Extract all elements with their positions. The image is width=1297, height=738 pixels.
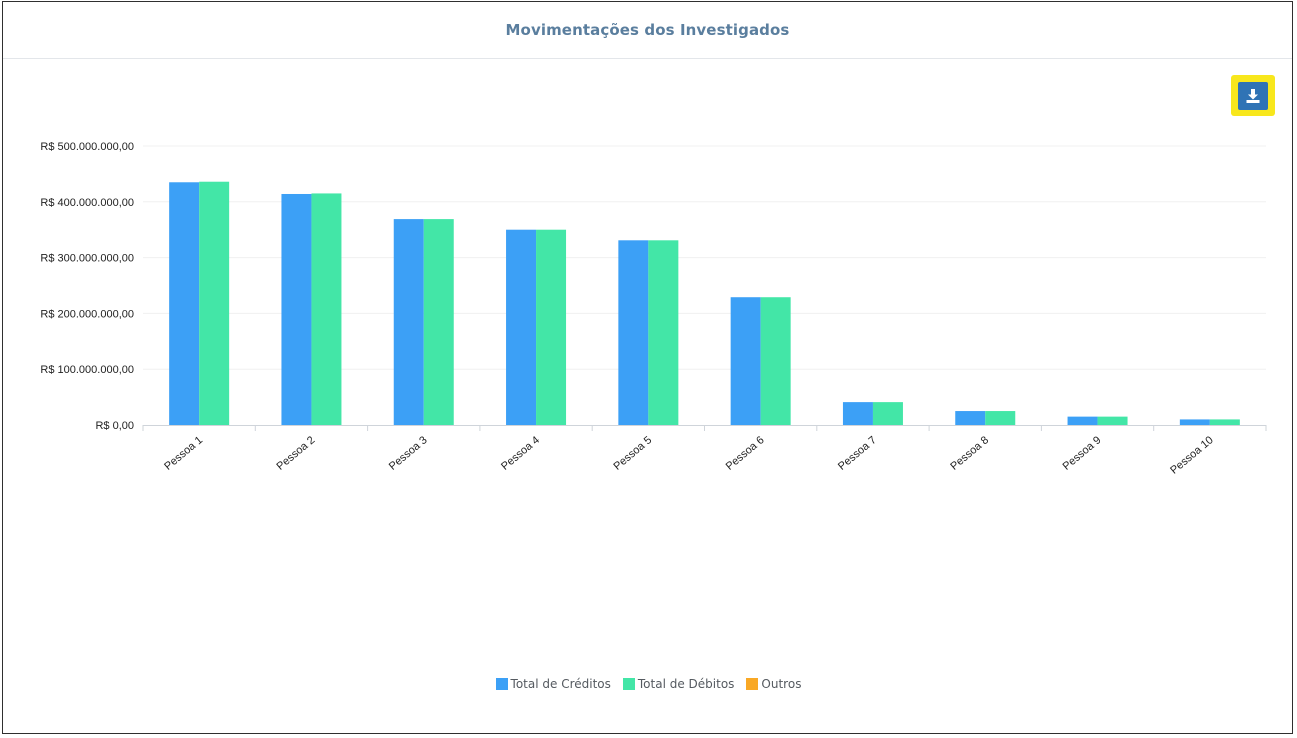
credit-bar[interactable] <box>955 411 986 425</box>
chart-legend: Total de Créditos Total de Débitos Outro… <box>0 677 1297 691</box>
x-tick-label: Pessoa 2 <box>275 434 318 473</box>
legend-item-debitos[interactable]: Total de Débitos <box>622 677 735 691</box>
chart-title: Movimentações dos Investigados <box>505 21 790 39</box>
credit-bar[interactable] <box>1067 416 1098 425</box>
x-tick-label: Pessoa 10 <box>1168 434 1216 477</box>
debit-bar[interactable] <box>536 229 567 425</box>
y-tick-label: R$ 100.000.000,00 <box>40 364 134 376</box>
download-button[interactable] <box>1231 75 1275 116</box>
debit-bar[interactable] <box>648 240 679 425</box>
x-tick-label: Pessoa 3 <box>387 434 430 473</box>
debit-bar[interactable] <box>423 219 454 425</box>
x-tick-label: Pessoa 4 <box>499 434 542 473</box>
debit-bar[interactable] <box>311 193 342 425</box>
debit-bar[interactable] <box>1097 416 1128 425</box>
y-tick-label: R$ 200.000.000,00 <box>40 308 134 320</box>
credit-bar[interactable] <box>842 402 873 425</box>
legend-label-creditos: Total de Créditos <box>510 677 611 691</box>
credit-bar[interactable] <box>169 182 200 425</box>
legend-item-outros[interactable]: Outros <box>746 677 801 691</box>
debit-bar[interactable] <box>1209 419 1240 425</box>
download-icon <box>1246 88 1260 103</box>
x-tick-label: Pessoa 6 <box>724 434 767 473</box>
credit-bar[interactable] <box>281 193 312 425</box>
bar-chart: R$ 0,00 R$ 100.000.000,00 R$ 200.000.000,0… <box>40 141 1267 477</box>
x-tick-labels: Pessoa 1 Pessoa 2 Pessoa 3 Pessoa 4 Pessoa 5… <box>162 434 1216 477</box>
legend-swatch-debitos <box>622 678 635 690</box>
legend-swatch-outros <box>746 678 759 690</box>
x-tick-label: Pessoa 7 <box>836 434 879 473</box>
legend-swatch-creditos <box>495 678 508 690</box>
credit-bar[interactable] <box>1179 419 1210 425</box>
credit-bar[interactable] <box>618 240 649 425</box>
y-tick-labels: R$ 0,00 R$ 100.000.000,00 R$ 200.000.000,0… <box>40 141 134 432</box>
bars <box>169 181 1240 425</box>
debit-bar[interactable] <box>985 411 1016 425</box>
y-tick-label: R$ 400.000.000,00 <box>40 197 134 209</box>
x-tick-label: Pessoa 5 <box>611 434 654 473</box>
axes <box>142 425 1267 431</box>
debit-bar[interactable] <box>760 297 791 425</box>
download-button-inner[interactable] <box>1238 81 1268 110</box>
y-tick-label: R$ 500.000.000,00 <box>40 141 134 153</box>
legend-label-debitos: Total de Débitos <box>637 677 735 691</box>
y-tick-label: R$ 300.000.000,00 <box>40 253 134 265</box>
credit-bar[interactable] <box>730 297 761 425</box>
chart-header: Movimentações dos Investigados <box>3 2 1292 59</box>
debit-bar[interactable] <box>872 402 903 425</box>
x-tick-label: Pessoa 8 <box>948 434 991 473</box>
legend-item-creditos[interactable]: Total de Créditos <box>495 677 611 691</box>
y-tick-label: R$ 0,00 <box>95 420 134 432</box>
debit-bar[interactable] <box>199 181 230 425</box>
credit-bar[interactable] <box>393 219 424 425</box>
credit-bar[interactable] <box>506 229 537 425</box>
legend-label-outros: Outros <box>761 677 802 691</box>
x-tick-label: Pessoa 1 <box>162 434 205 473</box>
x-tick-label: Pessoa 9 <box>1061 434 1104 473</box>
